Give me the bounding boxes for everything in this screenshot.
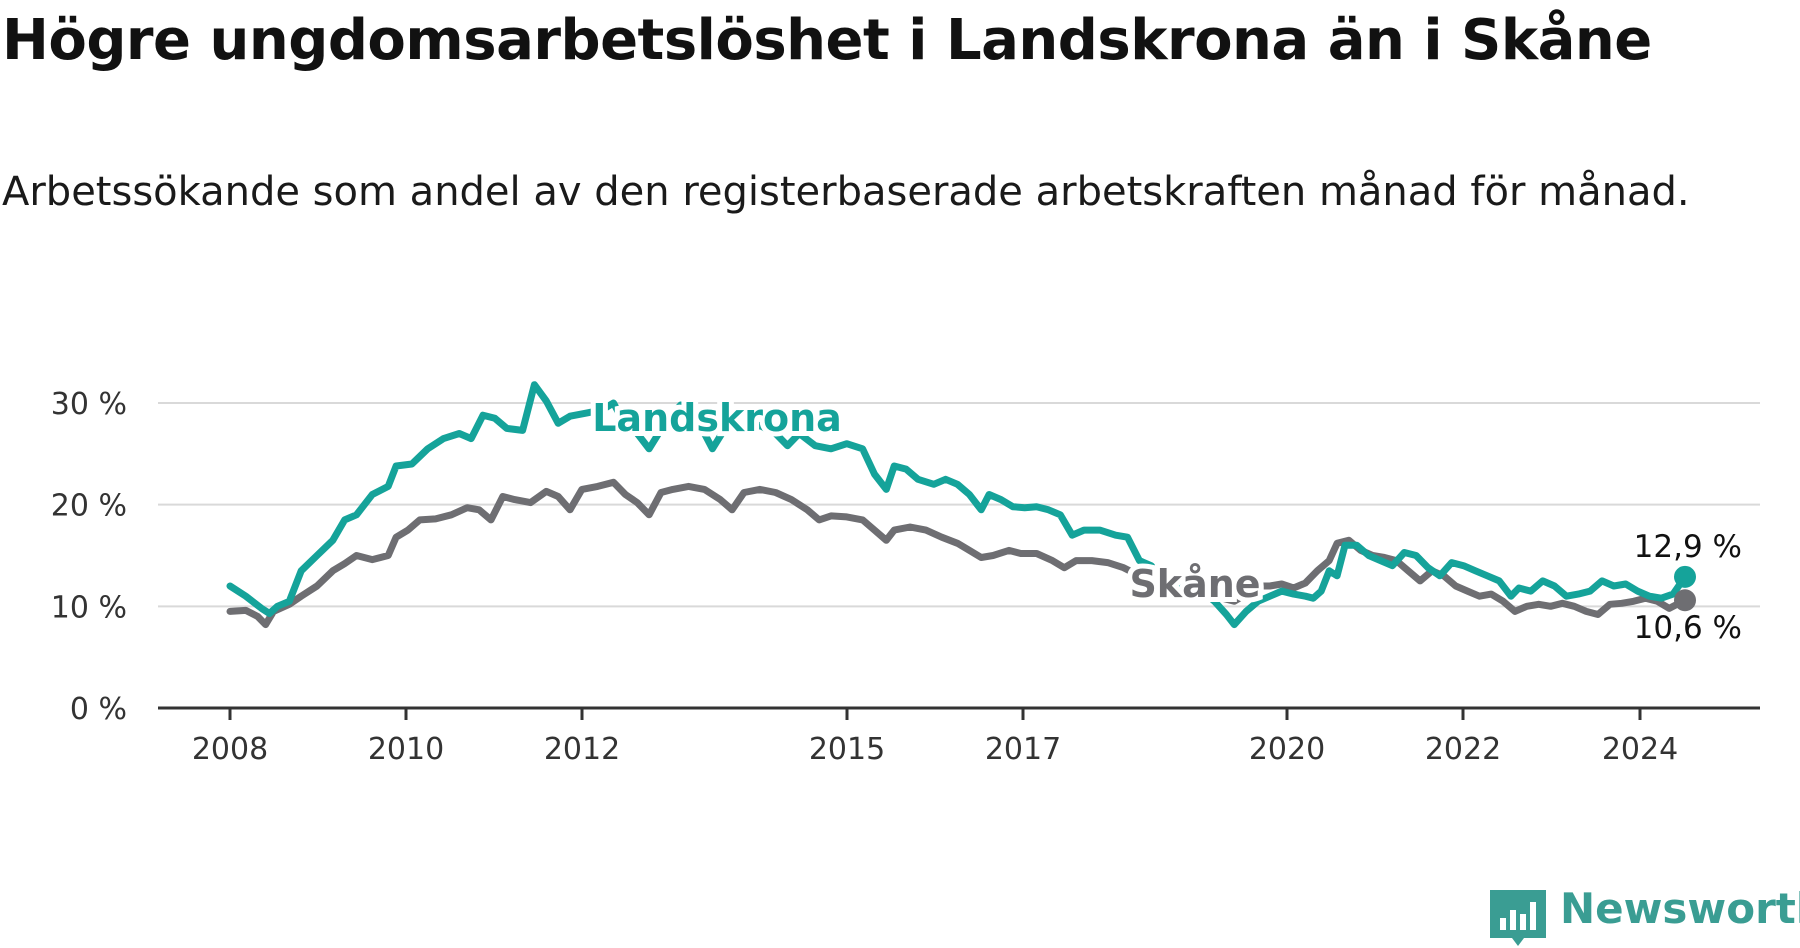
end-marker-landskrona bbox=[1674, 565, 1696, 588]
newsworthy-logo-icon bbox=[1490, 890, 1546, 946]
y-tick-label: 0 % bbox=[70, 692, 127, 727]
brand-name: Newsworthy bbox=[1560, 884, 1800, 933]
x-tick-label: 2008 bbox=[192, 732, 268, 767]
x-tick-label: 2012 bbox=[544, 732, 620, 767]
x-tick-label: 2024 bbox=[1602, 732, 1678, 767]
series-line-skne bbox=[226, 478, 1689, 629]
x-tick-label: 2022 bbox=[1425, 732, 1501, 767]
gridlines: 0 % 10 % 20 % 30 % bbox=[51, 387, 1760, 727]
chart-subtitle: Arbetssökande som andel av den registerb… bbox=[2, 169, 1690, 215]
y-tick-label: 30 % bbox=[51, 387, 127, 422]
series-label-skane: Skåne bbox=[1129, 562, 1260, 606]
x-axis: 2008 2010 2012 2015 2017 2020 2022 2024 bbox=[158, 706, 1760, 767]
series-line-landskrona bbox=[226, 381, 1689, 629]
y-tick-label: 10 % bbox=[51, 590, 127, 625]
chart-title: Högre ungdomsarbetslöshet i Landskrona ä… bbox=[2, 8, 1652, 73]
end-label-landskrona: 12,9 % bbox=[1634, 529, 1742, 565]
series-label-landskrona: Landskrona bbox=[592, 396, 842, 440]
x-tick-label: 2020 bbox=[1249, 732, 1325, 767]
x-tick-label: 2010 bbox=[368, 732, 444, 767]
end-marker-skane bbox=[1674, 589, 1696, 612]
y-tick-label: 20 % bbox=[51, 489, 127, 524]
x-tick-label: 2015 bbox=[809, 732, 885, 767]
series-labels: 12,9 % 10,6 % Landskrona Skåne bbox=[587, 391, 1742, 646]
series-lines bbox=[226, 381, 1689, 629]
end-label-skane: 10,6 % bbox=[1634, 610, 1742, 646]
x-tick-label: 2017 bbox=[985, 732, 1061, 767]
